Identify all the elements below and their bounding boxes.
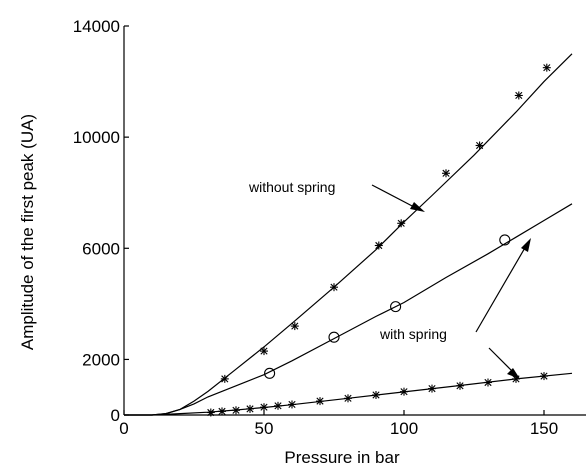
x-tick-label: 0 bbox=[119, 419, 128, 438]
y-tick-label: 2000 bbox=[82, 350, 120, 369]
data-point-circle bbox=[499, 234, 511, 246]
data-point-asterisk bbox=[372, 390, 380, 399]
annotation-arrowhead-with-spring-lower bbox=[507, 368, 520, 379]
data-point-asterisk bbox=[260, 347, 268, 356]
axes bbox=[123, 26, 586, 416]
data-point-asterisk bbox=[442, 169, 450, 178]
annotation-arrow-with-spring-upper bbox=[475, 245, 527, 333]
data-point-asterisk bbox=[274, 401, 282, 410]
series-line-2 bbox=[124, 372, 573, 416]
x-tick-label: 50 bbox=[255, 419, 274, 438]
annotation-arrowhead-without-spring bbox=[410, 202, 425, 212]
y-tick-label: 14000 bbox=[73, 17, 120, 36]
y-tick-label: 0 bbox=[111, 406, 120, 425]
data-point-asterisk bbox=[428, 384, 436, 393]
data-point-asterisk bbox=[400, 387, 408, 396]
data-point-asterisk bbox=[514, 91, 523, 100]
annotation-arrow-with-spring-lower bbox=[488, 347, 514, 373]
data-point-asterisk bbox=[397, 219, 406, 228]
data-point-asterisk bbox=[484, 378, 492, 387]
data-point-asterisk bbox=[542, 63, 551, 72]
data-point-asterisk bbox=[246, 404, 254, 413]
data-point-asterisk bbox=[475, 141, 484, 150]
data-point-asterisk bbox=[260, 403, 268, 412]
y-axis-label: Amplitude of the first peak (UA) bbox=[18, 114, 37, 350]
data-point-asterisk bbox=[206, 408, 215, 417]
y-tick-label: 10000 bbox=[73, 128, 120, 147]
data-point-asterisk bbox=[374, 241, 383, 250]
annotation-with-spring: with spring bbox=[379, 326, 447, 342]
data-point-asterisk bbox=[220, 374, 229, 383]
data-point-asterisk bbox=[540, 372, 548, 381]
data-point-asterisk bbox=[218, 407, 226, 416]
annotation-arrowhead-with-spring-upper bbox=[521, 238, 531, 252]
series-markers bbox=[206, 63, 551, 417]
annotations: without spring with spring bbox=[248, 179, 531, 379]
data-point-asterisk bbox=[290, 322, 299, 331]
x-axis-label: Pressure in bar bbox=[284, 448, 400, 467]
series-line-1 bbox=[124, 203, 573, 416]
annotation-without-spring: without spring bbox=[248, 179, 335, 195]
data-point-asterisk bbox=[232, 406, 240, 415]
data-point-circle bbox=[328, 331, 340, 343]
x-tick-label: 150 bbox=[530, 419, 558, 438]
data-point-asterisk bbox=[316, 397, 324, 406]
y-tick-label: 6000 bbox=[82, 239, 120, 258]
ticks: 0 50 100 150 0 2000 6000 10000 14000 bbox=[73, 17, 558, 438]
annotation-arrow-without-spring bbox=[371, 184, 417, 209]
data-point-asterisk bbox=[288, 400, 296, 409]
data-point-asterisk bbox=[456, 381, 464, 390]
data-point-circle bbox=[390, 301, 402, 313]
x-tick-label: 100 bbox=[390, 419, 418, 438]
data-point-circle bbox=[264, 367, 276, 379]
data-point-asterisk bbox=[330, 283, 338, 292]
data-point-asterisk bbox=[344, 394, 352, 403]
